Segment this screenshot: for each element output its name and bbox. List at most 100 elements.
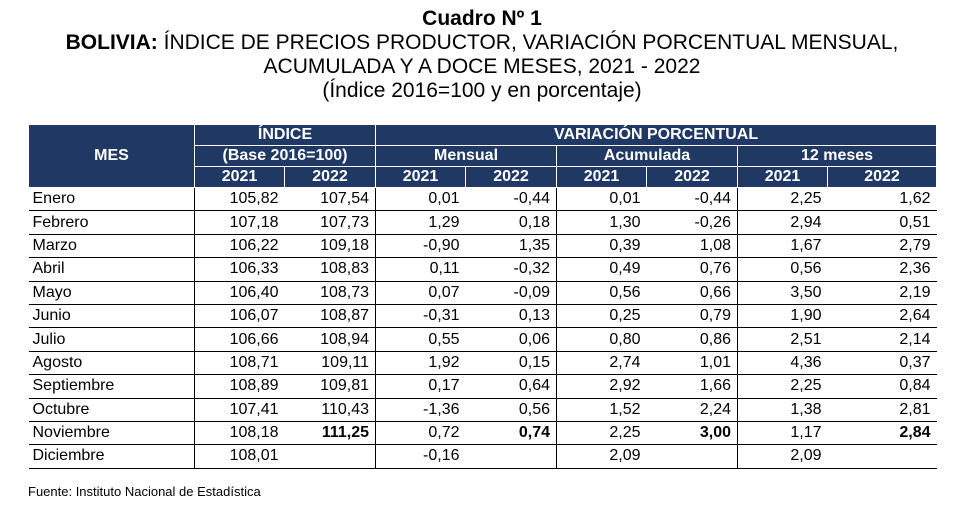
country-label: BOLIVIA: — [65, 31, 158, 54]
value-cell: -0,44 — [465, 187, 558, 212]
value-cell: 0,06 — [465, 327, 558, 352]
value-cell: 1,30 — [556, 210, 647, 235]
header-variacion: VARIACIÓN PORCENTUAL — [375, 124, 938, 146]
header-doce-meses: 12 meses — [737, 145, 938, 167]
value-cell: 0,49 — [556, 257, 647, 282]
table-row: Mayo 106,40 108,73 0,07 -0,09 0,56 0,66 … — [28, 281, 937, 305]
value-cell: 108,89 — [194, 374, 285, 399]
value-cell-highlight: 2,84 — [827, 421, 937, 446]
value-cell: 106,33 — [194, 257, 285, 282]
value-cell: 0,56 — [465, 398, 558, 422]
value-cell — [827, 444, 937, 469]
table-row: Junio 106,07 108,87 -0,31 0,13 0,25 0,79… — [28, 304, 937, 329]
value-cell: 1,17 — [737, 421, 828, 446]
value-cell: 2,25 — [737, 187, 828, 212]
value-cell: 2,92 — [556, 374, 647, 399]
value-cell: 0,66 — [646, 281, 739, 305]
header-year: 2021 — [737, 166, 829, 188]
value-cell: 0,15 — [465, 351, 558, 376]
header-indice-base: (Base 2016=100) — [193, 145, 377, 167]
value-cell: 0,64 — [465, 374, 558, 399]
value-cell: 110,43 — [284, 398, 377, 422]
table-title-text: ÍNDICE DE PRECIOS PRODUCTOR, VARIACIÓN P… — [157, 31, 899, 54]
table-row: Agosto 108,71 109,11 1,92 0,15 2,74 1,01… — [28, 351, 937, 376]
value-cell: 1,90 — [737, 304, 828, 329]
value-cell: 107,54 — [284, 187, 377, 212]
value-cell: 1,67 — [737, 234, 828, 259]
value-cell: -0,16 — [375, 444, 466, 469]
month-cell: Diciembre — [28, 444, 195, 469]
table-caption: Cuadro Nº 1 BOLIVIA: ÍNDICE DE PRECIOS P… — [0, 6, 964, 103]
value-cell: 0,01 — [556, 187, 647, 212]
value-cell: 0,56 — [556, 281, 647, 305]
header-indice: ÍNDICE — [193, 124, 377, 146]
table-title-line2: ACUMULADA Y A DOCE MESES, 2021 - 2022 — [263, 55, 701, 78]
value-cell: 2,94 — [737, 210, 828, 235]
month-cell: Abril — [28, 257, 195, 282]
value-cell: 1,62 — [827, 187, 937, 212]
source-note: Fuente: Instituto Nacional de Estadístic… — [28, 484, 261, 499]
value-cell: 0,01 — [375, 187, 466, 212]
price-index-table: MES ÍNDICE VARIACIÓN PORCENTUAL (Base 20… — [28, 124, 938, 469]
value-cell: 2,19 — [827, 281, 937, 305]
value-cell: 2,09 — [737, 444, 828, 469]
value-cell: 0,55 — [375, 327, 466, 352]
value-cell: 1,52 — [556, 398, 647, 422]
value-cell: 0,56 — [737, 257, 828, 282]
value-cell: 0,86 — [646, 327, 739, 352]
month-cell: Octubre — [28, 398, 195, 422]
value-cell-highlight: 3,00 — [646, 421, 739, 446]
value-cell: -0,32 — [465, 257, 558, 282]
value-cell — [465, 444, 558, 469]
header-year: 2021 — [375, 166, 467, 188]
value-cell: -0,26 — [646, 210, 739, 235]
value-cell: 0,79 — [646, 304, 739, 329]
month-cell: Septiembre — [28, 374, 195, 399]
value-cell: 0,13 — [465, 304, 558, 329]
table-row: Diciembre 108,01 -0,16 2,09 2,09 — [28, 444, 937, 469]
value-cell: 108,71 — [194, 351, 285, 376]
value-cell: 109,81 — [284, 374, 377, 399]
value-cell: 1,66 — [646, 374, 739, 399]
value-cell: 2,25 — [556, 421, 647, 446]
value-cell: 0,18 — [465, 210, 558, 235]
value-cell: 1,38 — [737, 398, 828, 422]
value-cell: -0,31 — [375, 304, 466, 329]
value-cell: 107,73 — [284, 210, 377, 235]
value-cell: 4,36 — [737, 351, 828, 376]
table-row: Marzo 106,22 109,18 -0,90 1,35 0,39 1,08… — [28, 234, 937, 259]
value-cell: 2,79 — [827, 234, 937, 259]
value-cell: 0,76 — [646, 257, 739, 282]
value-cell: 2,24 — [646, 398, 739, 422]
table-row: Noviembre 108,18 111,25 0,72 0,74 2,25 3… — [28, 421, 937, 446]
table-row: Abril 106,33 108,83 0,11 -0,32 0,49 0,76… — [28, 257, 937, 282]
table-number: Cuadro Nº 1 — [422, 7, 542, 30]
value-cell: 3,50 — [737, 281, 828, 305]
value-cell: 2,64 — [827, 304, 937, 329]
value-cell: 0,37 — [827, 351, 937, 376]
header-mensual: Mensual — [375, 145, 558, 167]
table-row: Octubre 107,41 110,43 -1,36 0,56 1,52 2,… — [28, 398, 937, 422]
header-year: 2022 — [465, 166, 558, 188]
month-cell: Julio — [28, 327, 195, 352]
value-cell: 108,18 — [194, 421, 285, 446]
value-cell: 2,51 — [737, 327, 828, 352]
value-cell: 2,14 — [827, 327, 937, 352]
value-cell: 1,08 — [646, 234, 739, 259]
month-cell: Noviembre — [28, 421, 195, 446]
value-cell: 107,18 — [194, 210, 285, 235]
value-cell: 106,40 — [194, 281, 285, 305]
table-row: Julio 106,66 108,94 0,55 0,06 0,80 0,86 … — [28, 327, 937, 352]
month-cell: Febrero — [28, 210, 195, 235]
value-cell: 0,51 — [827, 210, 937, 235]
value-cell: 2,81 — [827, 398, 937, 422]
table-units: (Índice 2016=100 y en porcentaje) — [322, 79, 642, 102]
month-cell: Marzo — [28, 234, 195, 259]
value-cell: 2,25 — [737, 374, 828, 399]
value-cell: 0,80 — [556, 327, 647, 352]
value-cell: 107,41 — [194, 398, 285, 422]
header-year: 2021 — [194, 166, 285, 188]
value-cell: 0,72 — [375, 421, 466, 446]
value-cell: -0,09 — [465, 281, 558, 305]
table-row: Febrero 107,18 107,73 1,29 0,18 1,30 -0,… — [28, 210, 937, 235]
